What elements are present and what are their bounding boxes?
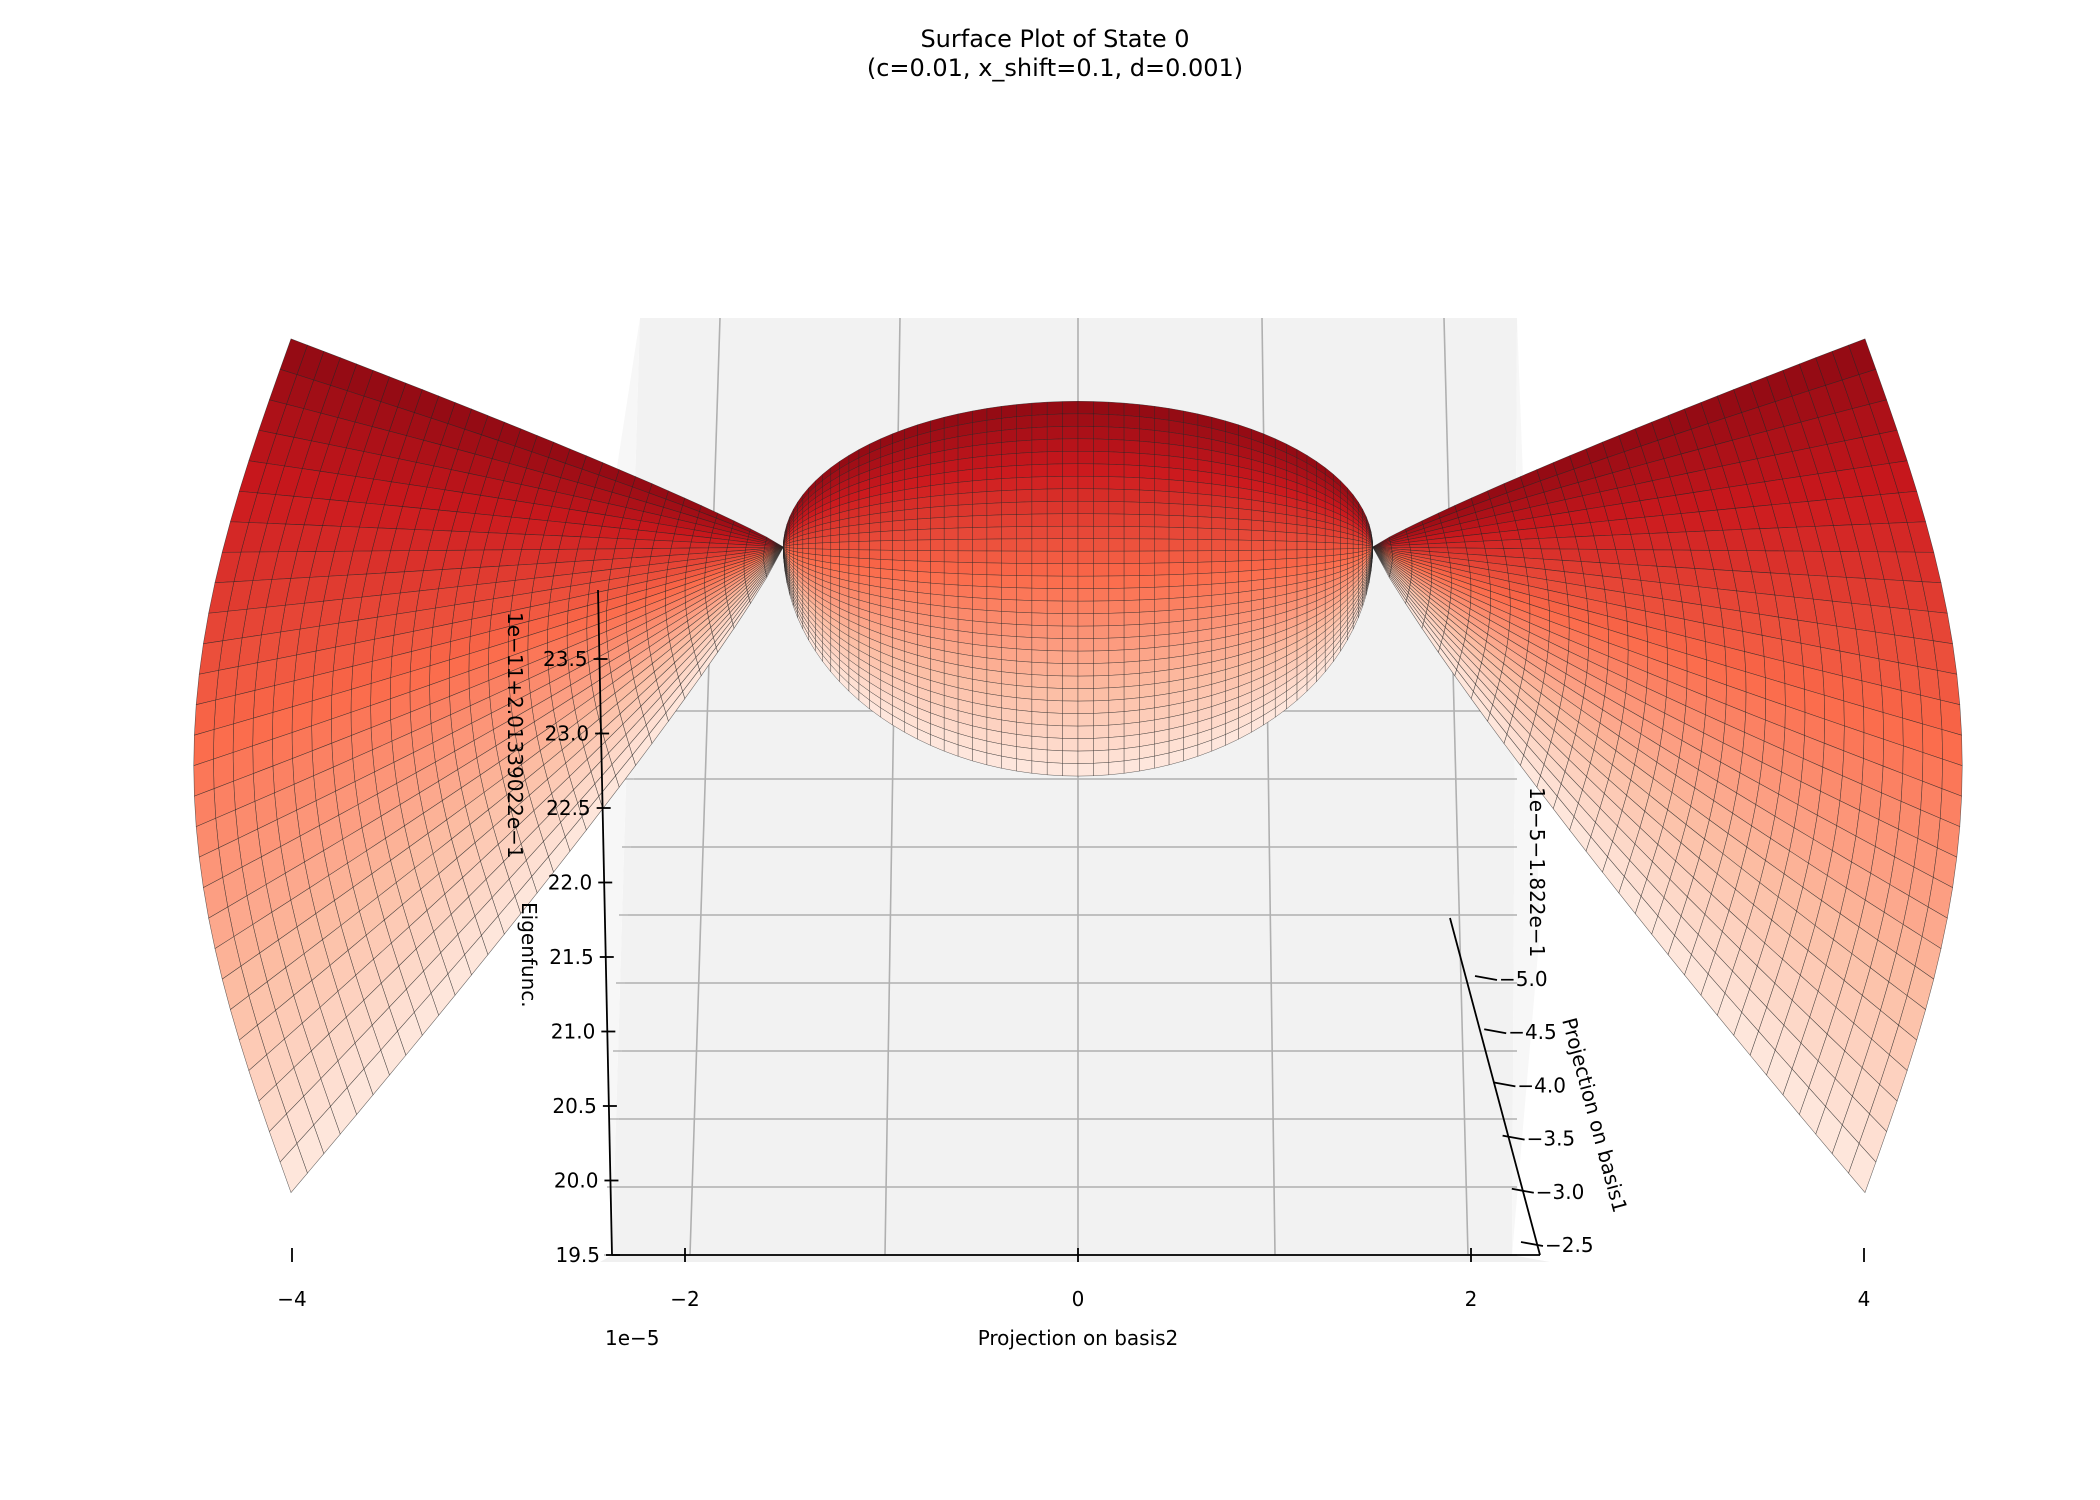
surface-mesh <box>193 338 1963 1194</box>
z-tick-label: 19.5 <box>555 1243 600 1267</box>
y-tick-label: −3.5 <box>1527 1127 1576 1151</box>
x-tick-label: −4 <box>277 1287 306 1311</box>
tick-labels: −4 −2 0 2 4 19.5 20.0 20.5 21.0 21.5 22.0 22.5 23.0 2… <box>277 647 1870 1311</box>
z-tick-label: 23.0 <box>545 722 590 746</box>
z-offset-text: 1e−11+2.01339022e−1 <box>503 612 527 859</box>
x-tick-label: 2 <box>1465 1287 1478 1311</box>
z-tick-label: 23.5 <box>543 647 588 671</box>
z-tick-label: 21.5 <box>549 945 594 969</box>
y-tick-label: −5.0 <box>1499 967 1548 991</box>
x-tick-label: −2 <box>670 1287 699 1311</box>
z-tick-label: 22.5 <box>546 796 591 820</box>
y-tick-label: −4.5 <box>1508 1020 1557 1044</box>
chart-title: Surface Plot of State 0 <box>920 25 1189 53</box>
y-tick-label: −3.0 <box>1536 1180 1585 1204</box>
z-tick-label: 21.0 <box>551 1020 596 1044</box>
x-tick-label: 0 <box>1072 1287 1085 1311</box>
z-tick-label: 22.0 <box>548 871 593 895</box>
x-tick-label: 4 <box>1858 1287 1871 1311</box>
y-offset-text: 1e−5−1.822e−1 <box>1525 787 1549 957</box>
y-tick-label: −4.0 <box>1517 1073 1566 1097</box>
chart-subtitle: (c=0.01, x_shift=0.1, d=0.001) <box>867 54 1243 82</box>
axis-lines <box>597 589 1541 1256</box>
x-axis-label: Projection on basis2 <box>978 1326 1179 1350</box>
z-axis-label: Eigenfunc. <box>517 902 541 1008</box>
x-offset-text: 1e−5 <box>605 1326 660 1350</box>
z-tick-label: 20.0 <box>554 1169 599 1193</box>
z-tick-label: 20.5 <box>552 1094 597 1118</box>
y-tick-label: −2.5 <box>1545 1233 1594 1257</box>
